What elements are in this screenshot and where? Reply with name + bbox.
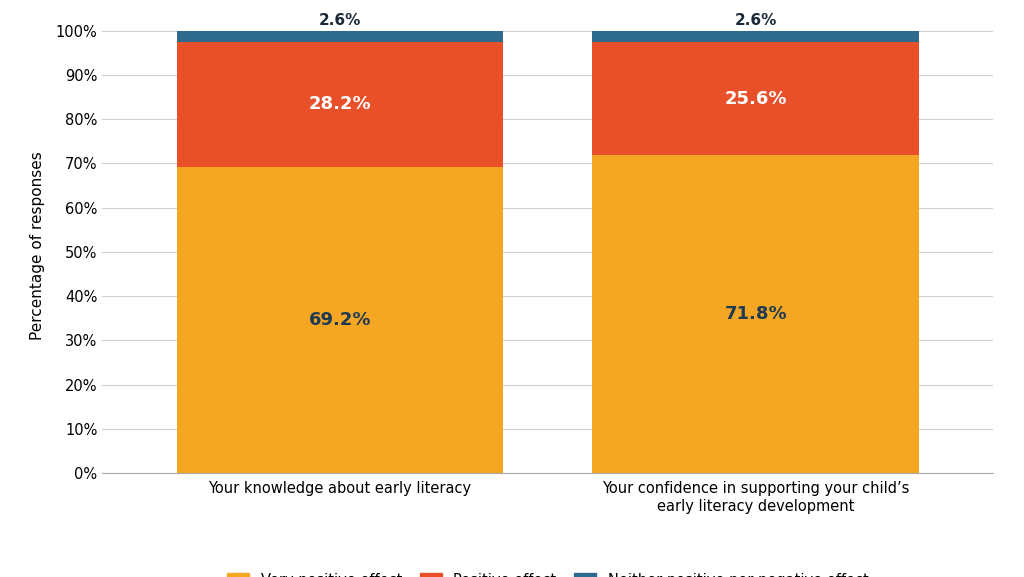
Y-axis label: Percentage of responses: Percentage of responses: [30, 151, 45, 340]
Text: 25.6%: 25.6%: [724, 90, 787, 108]
Text: 71.8%: 71.8%: [724, 305, 787, 323]
Bar: [176, 167, 504, 473]
Text: 2.6%: 2.6%: [734, 13, 777, 28]
Text: 2.6%: 2.6%: [318, 13, 361, 28]
Bar: [592, 42, 920, 155]
Legend: Very positive effect, Positive effect, Neither positive nor negative effect: Very positive effect, Positive effect, N…: [221, 567, 874, 577]
Text: 28.2%: 28.2%: [308, 95, 372, 114]
Bar: [176, 42, 504, 167]
Bar: [176, 31, 504, 42]
Bar: [592, 31, 920, 42]
Text: 69.2%: 69.2%: [308, 311, 372, 329]
Bar: [592, 155, 920, 473]
